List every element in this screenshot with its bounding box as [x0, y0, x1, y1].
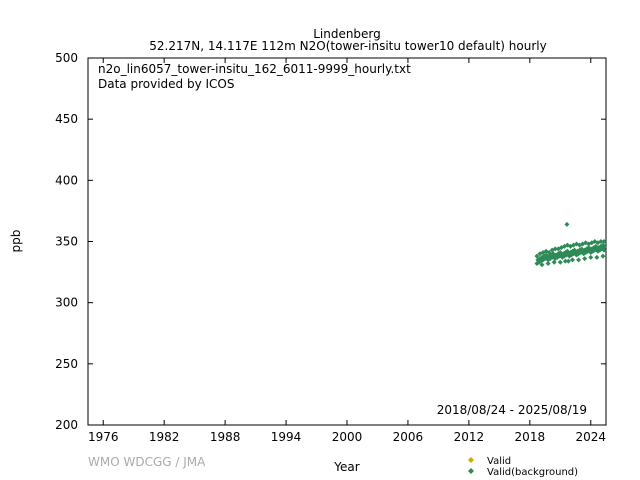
x-axis-label: Year: [333, 460, 359, 474]
data-point: [588, 254, 594, 260]
x-tick-label: 1988: [210, 430, 241, 444]
data-point: [551, 259, 557, 265]
data-point: [552, 246, 558, 252]
x-tick-label: 1976: [88, 430, 119, 444]
data-point: [539, 262, 545, 268]
x-axis: 1976 1982 1988 1994 2000 2006 2012 2018 2024: [88, 58, 606, 444]
data-point: [534, 253, 540, 259]
chart-title-line2: 52.217N, 14.117E 112m N2O(tower-insitu t…: [149, 39, 546, 53]
x-tick-label: 1994: [271, 430, 302, 444]
y-tick-label: 400: [55, 173, 78, 187]
chart-title-line1: Lindenberg: [313, 27, 381, 41]
data-point: [600, 253, 606, 259]
x-tick-label: 2024: [575, 430, 606, 444]
data-point: [601, 239, 607, 244]
y-tick-label: 450: [55, 112, 78, 126]
data-point: [582, 256, 588, 262]
data-point: [562, 258, 568, 264]
provider-label: Data provided by ICOS: [98, 77, 234, 91]
y-tick-label: 350: [55, 235, 78, 249]
data-point: [594, 254, 600, 260]
data-point: [559, 254, 565, 260]
data-point: [601, 247, 607, 253]
plot-area: [87, 57, 607, 426]
file-label: n2o_lin6057_tower-insitu_162_6011-9999_h…: [98, 62, 411, 76]
data-point: [564, 221, 570, 227]
x-tick-label: 2006: [393, 430, 424, 444]
data-point: [569, 257, 575, 263]
y-tick-label: 500: [55, 51, 78, 65]
x-tick-label: 1982: [149, 430, 180, 444]
data-point: [545, 261, 551, 267]
y-axis: 200 250 300 350 400 450 500: [55, 51, 606, 432]
data-points: [534, 221, 607, 268]
data-point: [598, 239, 604, 244]
watermark: WMO WDCGG / JMA: [88, 455, 206, 469]
y-tick-label: 250: [55, 357, 78, 371]
legend-marker-valid: [468, 457, 474, 463]
legend-marker-valid-background: [468, 468, 474, 474]
data-point: [576, 257, 582, 263]
legend-label-valid: Valid: [487, 456, 511, 467]
date-range-label: 2018/08/24 - 2025/08/19: [437, 403, 587, 417]
legend-label-valid-background: Valid(background): [487, 467, 578, 478]
data-point: [557, 259, 563, 265]
data-point: [546, 250, 552, 256]
y-tick-label: 200: [55, 418, 78, 432]
y-axis-label: ppb: [9, 230, 23, 253]
x-tick-label: 2012: [454, 430, 485, 444]
x-tick-label: 2018: [515, 430, 546, 444]
data-point: [565, 258, 571, 264]
x-tick-label: 2000: [332, 430, 363, 444]
y-tick-label: 300: [55, 296, 78, 310]
data-point: [554, 254, 560, 260]
legend: Valid Valid(background): [468, 456, 578, 478]
data-point: [601, 243, 607, 249]
